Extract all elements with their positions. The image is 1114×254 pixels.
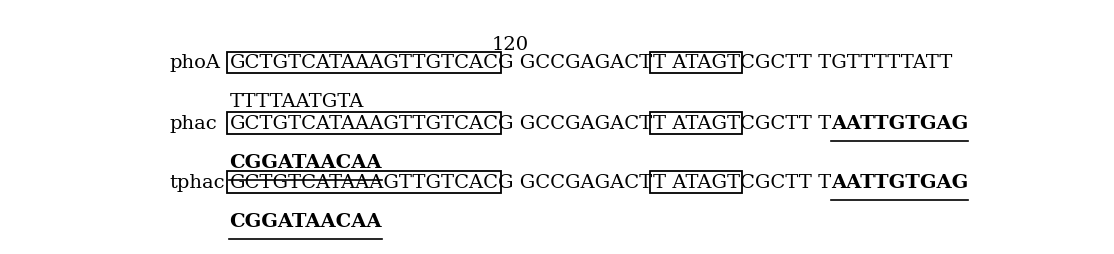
Text: tphac: tphac	[169, 173, 225, 191]
Text: AATTGTGAG: AATTGTGAG	[831, 115, 968, 133]
Text: T ATAGT: T ATAGT	[653, 115, 740, 133]
Text: phoA: phoA	[169, 54, 221, 72]
Bar	[227, 52, 501, 73]
Text: GCTGTCATAAAGTTGTCAC: GCTGTCATAAAGTTGTCAC	[229, 173, 498, 191]
Text: CGGATAACAA: CGGATAACAA	[229, 212, 382, 230]
Text: CGCTT T: CGCTT T	[740, 173, 831, 191]
Bar	[227, 172, 501, 193]
Text: CGCTT T: CGCTT T	[740, 115, 831, 133]
Bar	[651, 113, 742, 134]
Text: G GCCGAGACT: G GCCGAGACT	[498, 54, 653, 72]
Text: T ATAGT: T ATAGT	[653, 173, 740, 191]
Bar	[651, 172, 742, 193]
Text: G GCCGAGACT: G GCCGAGACT	[498, 115, 653, 133]
Text: CGCTT TGTTTTTATT: CGCTT TGTTTTTATT	[740, 54, 952, 72]
Text: T ATAGT: T ATAGT	[653, 54, 740, 72]
Text: 120: 120	[492, 36, 529, 54]
Bar	[651, 52, 742, 73]
Text: phac: phac	[169, 115, 217, 133]
Text: TTTTAATGTA: TTTTAATGTA	[229, 93, 364, 111]
Text: CGGATAACAA: CGGATAACAA	[229, 154, 382, 172]
Text: AATTGTGAG: AATTGTGAG	[831, 173, 968, 191]
Text: GCTGTCATAAAGTTGTCAC: GCTGTCATAAAGTTGTCAC	[229, 115, 498, 133]
Text: GCTGTCATAAAGTTGTCAC: GCTGTCATAAAGTTGTCAC	[229, 54, 498, 72]
Bar	[227, 113, 501, 134]
Text: G GCCGAGACT: G GCCGAGACT	[498, 173, 653, 191]
